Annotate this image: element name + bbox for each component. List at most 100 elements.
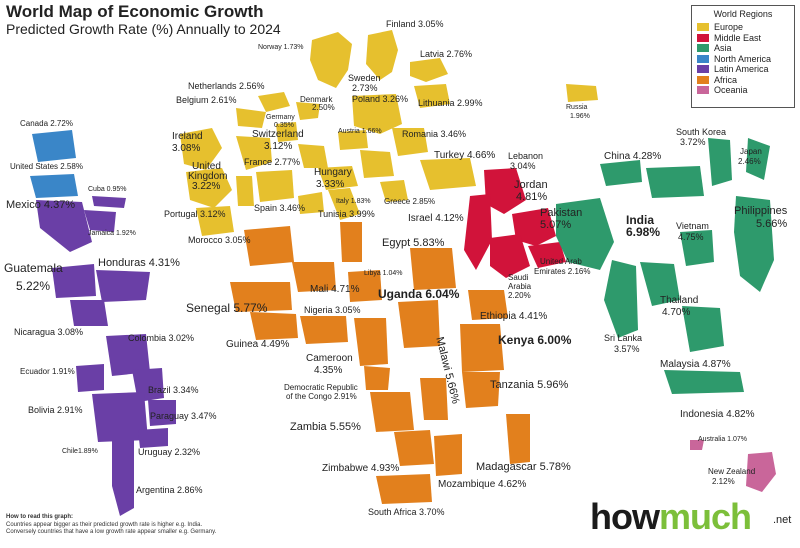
shape-ecuador: [76, 364, 104, 392]
label-switzerland: Switzerland: [252, 129, 304, 140]
label-madagascar: Madagascar 5.78%: [476, 461, 571, 473]
label-south-korea-value: 3.72%: [680, 137, 706, 147]
label-greece: Greece 2.85%: [384, 197, 436, 206]
latin-america-shapes: [36, 196, 176, 516]
label-guatemala: Guatemala: [4, 261, 63, 275]
shape-hungary: [318, 166, 358, 190]
shape-uganda: [398, 300, 440, 348]
shape-mozambique: [434, 434, 462, 476]
how-to-read-line-1: Countries appear bigger as their predict…: [6, 521, 203, 528]
label-lebanon: Lebanon: [508, 151, 544, 161]
shape-jamaica: [84, 210, 116, 232]
africa-shapes: [230, 222, 530, 504]
label-sri-lanka-value: 3.57%: [614, 344, 640, 354]
logo-tld-text: .net: [773, 514, 792, 526]
label-drc-line2: of the Congo 2.91%: [286, 392, 357, 401]
label-philippines-value: 5.66%: [756, 218, 788, 230]
shape-netherlands: [258, 92, 290, 112]
label-romania: Romania 3.46%: [402, 129, 467, 139]
label-finland: Finland 3.05%: [386, 19, 444, 29]
legend-item-latin-america: Latin America: [697, 64, 789, 75]
label-germany-value: 0.35%: [274, 122, 294, 129]
shape-new-zealand: [746, 452, 776, 492]
how-to-read-line-2: Conversely countries that have a low gro…: [6, 529, 217, 535]
shape-paraguay: [148, 400, 176, 426]
oceania-shapes: [690, 440, 776, 492]
europe-shapes: [180, 30, 598, 236]
label-france: France 2.77%: [244, 157, 301, 167]
legend-swatch: [697, 65, 709, 74]
legend-swatch: [697, 33, 709, 42]
label-turkey: Turkey 4.66%: [434, 150, 496, 161]
shape-philippines: [734, 196, 774, 292]
label-thailand: Thailand: [660, 295, 699, 306]
label-kenya: Kenya 6.00%: [498, 333, 572, 347]
asia-shapes: [556, 138, 774, 394]
shape-central-north: [348, 270, 382, 302]
shape-australia: [690, 440, 704, 450]
label-senegal: Senegal 5.77%: [186, 301, 268, 315]
label-hungary-value: 3.33%: [316, 179, 345, 190]
shape-lebanon-jordan: [484, 168, 526, 214]
label-ireland-value: 3.08%: [172, 143, 201, 154]
shape-south-africa: [376, 474, 432, 504]
legend-item-europe: Europe: [697, 22, 789, 33]
legend-item-oceania: Oceania: [697, 85, 789, 96]
label-pakistan-value: 5.07%: [540, 219, 572, 231]
label-canada: Canada 2.72%: [20, 119, 73, 128]
label-saudi-line2: Arabia: [508, 282, 532, 291]
label-pakistan: Pakistan: [540, 207, 583, 219]
shape-drc: [364, 366, 390, 390]
label-bolivia: Bolivia 2.91%: [28, 405, 83, 415]
shape-belgium: [236, 108, 266, 128]
label-italy: Italy 1.83%: [336, 198, 371, 205]
label-argentina: Argentina 2.86%: [136, 485, 203, 495]
label-mozambique: Mozambique 4.62%: [438, 479, 527, 490]
logo-much-text: much: [658, 496, 752, 537]
logo-how-text: how: [590, 496, 660, 537]
shape-egypt: [410, 248, 456, 290]
shape-balkans: [360, 150, 394, 178]
label-colombia: Colombia 3.02%: [128, 333, 195, 343]
label-honduras: Honduras 4.31%: [98, 257, 180, 269]
how-to-read-title: How to read this graph:: [6, 514, 74, 520]
shape-malaysia: [682, 306, 724, 352]
shape-mali: [292, 262, 336, 292]
shape-turkey: [420, 158, 476, 190]
label-uk-value: 3.22%: [192, 181, 221, 192]
shape-italy: [328, 188, 360, 220]
legend-item-asia: Asia: [697, 43, 789, 54]
legend-label: Asia: [714, 43, 732, 54]
label-morocco: Morocco 3.05%: [188, 235, 251, 245]
shape-chile-argentina: [112, 440, 134, 516]
shape-tunisia: [298, 192, 324, 214]
label-nicaragua: Nicaragua 3.08%: [14, 327, 84, 337]
shape-indonesia: [664, 370, 744, 394]
label-new-zealand: New Zealand: [708, 467, 756, 476]
label-ethiopia: Ethiopia 4.41%: [480, 311, 548, 322]
shape-nigeria: [300, 316, 348, 344]
label-mexico: Mexico 4.37%: [6, 199, 76, 211]
label-japan: Japan: [740, 147, 762, 156]
label-hungary: Hungary: [314, 167, 352, 178]
label-switzerland-value: 3.12%: [264, 141, 293, 152]
shape-ireland: [180, 128, 222, 170]
label-malaysia: Malaysia 4.87%: [660, 359, 731, 370]
legend-item-north-america: North America: [697, 54, 789, 65]
label-uae-line1: United Arab: [540, 257, 582, 266]
shape-east-asia: [646, 166, 704, 198]
label-japan-value: 2.46%: [738, 157, 761, 166]
shape-uk: [186, 168, 232, 208]
label-vietnam-value: 4.75%: [678, 232, 704, 242]
label-ecuador: Ecuador 1.91%: [20, 367, 75, 376]
shape-libya: [340, 222, 362, 262]
label-saudi-value: 2.20%: [508, 291, 531, 300]
shape-austria: [338, 130, 368, 150]
label-portugal: Portugal 3.12%: [164, 209, 226, 219]
label-israel: Israel 4.12%: [408, 213, 464, 224]
north-america-shapes: [30, 130, 78, 198]
label-brazil: Brazil 3.34%: [148, 385, 199, 395]
shape-honduras: [96, 270, 150, 302]
shape-zimbabwe: [394, 430, 434, 466]
label-south-korea: South Korea: [676, 127, 727, 137]
